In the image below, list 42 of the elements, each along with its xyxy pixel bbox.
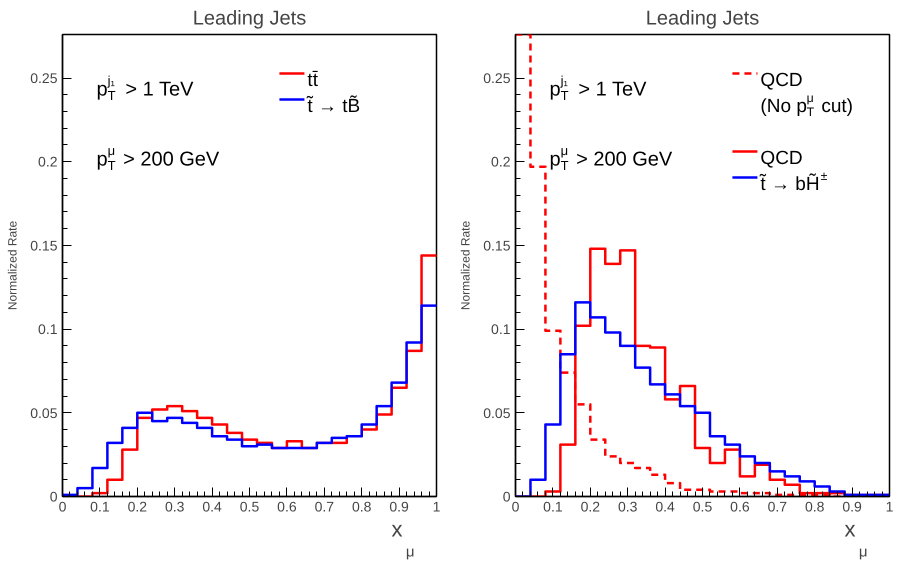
x-axis-title: xμ [844, 516, 868, 560]
x-tick-label: 0.6 [730, 498, 750, 514]
y-tick-label: 0.2 [38, 154, 58, 170]
x-tick-label: 1 [886, 498, 894, 514]
legend-label: t̃ → tB̃ [306, 94, 360, 117]
x-tick-label: 0.8 [804, 498, 825, 514]
x-tick-label: 0.5 [240, 498, 260, 514]
legend-label: t̃ → bH̃± [758, 168, 828, 195]
y-tick-label: 0.15 [483, 237, 511, 254]
x-tick-label: 0.4 [202, 498, 222, 514]
y-tick-label: 0.2 [491, 154, 511, 170]
x-tick-label: 0.1 [543, 498, 563, 514]
y-tick-label: 0 [50, 488, 58, 504]
chart-title: Leading Jets [192, 8, 306, 30]
x-tick-label: 0.3 [618, 498, 638, 514]
y-tick-label: 0.15 [30, 237, 58, 254]
x-tick-label: 0.5 [692, 498, 712, 514]
x-tick-label: 0.4 [655, 498, 676, 514]
y-tick-label: 0.1 [38, 321, 58, 338]
legend-label: QCD [760, 148, 803, 169]
y-tick-label: 0.25 [30, 70, 58, 86]
y-tick-label: 0 [502, 488, 511, 504]
y-axis-title: Normalized Rate [5, 220, 20, 310]
y-tick-label: 0.05 [30, 404, 58, 421]
y-tick-label: 0.1 [491, 321, 511, 338]
x-tick-label: 0.2 [580, 498, 600, 514]
y-tick-label: 0.05 [483, 404, 511, 421]
x-tick-label: 0.3 [164, 498, 185, 514]
y-axis-title: Normalized Rate [458, 220, 472, 310]
x-tick-label: 0.7 [314, 498, 334, 514]
x-axis-title: xμ [392, 516, 415, 560]
x-tick-label: 0.2 [128, 498, 148, 514]
x-tick-label: 0.7 [768, 498, 788, 514]
legend-label: tt̄ [307, 70, 319, 91]
y-tick-label: 0.25 [483, 70, 511, 86]
x-tick-label: 0.6 [277, 498, 297, 514]
x-tick-label: 1 [432, 498, 441, 514]
x-tick-label: 0.9 [389, 498, 410, 514]
x-tick-label: 0.8 [352, 498, 372, 514]
x-tick-label: 0.1 [90, 498, 110, 514]
x-tick-label: 0.9 [842, 498, 862, 514]
chart-title: Leading Jets [646, 8, 760, 30]
